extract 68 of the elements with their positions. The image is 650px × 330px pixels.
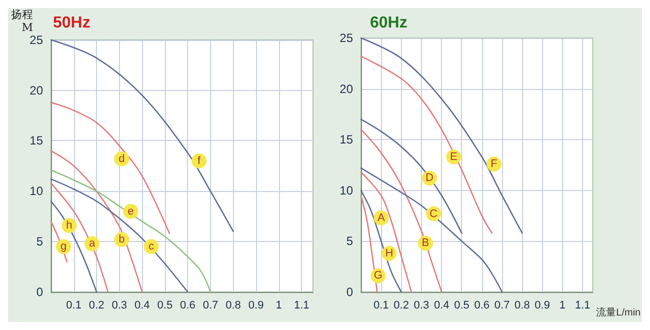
line-series <box>360 128 442 293</box>
annotation: D <box>426 172 434 184</box>
y-tick-label: 10 <box>340 183 354 198</box>
line-series <box>50 150 143 293</box>
y-tick-label: 0 <box>36 285 44 299</box>
line-series <box>360 167 503 293</box>
x-tick-label: 1.1 <box>294 300 310 312</box>
x-tick-label: 1 <box>276 300 282 312</box>
y-tick-label: 20 <box>30 83 44 98</box>
x-tick-label: 0.4 <box>434 300 450 312</box>
annotation: A <box>377 212 386 224</box>
x-tick-label: 1.1 <box>574 300 590 312</box>
line-series <box>50 200 98 293</box>
x-tick-label: 1 <box>559 300 566 312</box>
x-tick-label: 0.8 <box>514 300 530 312</box>
x-tick-label: 0.6 <box>474 300 490 312</box>
annotation: a <box>88 238 96 250</box>
annotation: F <box>490 158 498 170</box>
annotation: g <box>60 240 67 253</box>
y-tick-label: 5 <box>36 234 44 249</box>
annotation: B <box>422 237 430 250</box>
y-tick-label: 10 <box>30 184 44 198</box>
x-tick-label: 0.4 <box>134 300 150 312</box>
y-axis-title: 扬程 M <box>11 8 33 34</box>
x-tick-label: 0.1 <box>374 300 389 312</box>
line-series <box>360 190 402 293</box>
x-tick-label: 0.2 <box>88 300 104 312</box>
x-tick-label: 0.3 <box>112 300 127 312</box>
line-series <box>50 169 212 293</box>
annotation: b <box>118 234 125 246</box>
x-tick-label: 0.8 <box>226 300 241 312</box>
line-series <box>360 118 462 234</box>
y-tick-label: 15 <box>30 134 44 148</box>
y-tick-label: 0 <box>346 285 354 299</box>
annotation: C <box>430 208 438 220</box>
x-tick-label: 0.2 <box>394 300 409 312</box>
line-series <box>50 102 170 234</box>
x-tick-label: 0.9 <box>534 300 550 312</box>
line-series <box>360 37 523 234</box>
x-tick-label: 0.7 <box>202 300 218 312</box>
x-tick-label: 0.9 <box>248 300 264 312</box>
y-tick-label: 25 <box>340 31 354 45</box>
chart-title: 50Hz <box>53 14 90 32</box>
x-tick-label: 0.7 <box>494 300 510 312</box>
annotation: e <box>128 205 134 218</box>
line-series <box>50 39 234 232</box>
chart-title: 60Hz <box>370 14 408 32</box>
annotation: c <box>148 240 154 253</box>
x-tick-label: 0.5 <box>157 300 173 312</box>
annotation: f <box>198 154 202 167</box>
y-tick-label: 20 <box>340 82 354 96</box>
x-axis-title: 流量L/min <box>596 306 641 318</box>
annotation: h <box>66 219 72 232</box>
line-series <box>360 56 493 234</box>
x-tick-label: 0.1 <box>66 300 82 312</box>
x-tick-label: 0.3 <box>414 300 430 312</box>
annotation: G <box>374 270 382 282</box>
line-series <box>50 178 188 293</box>
annotation: H <box>385 247 394 260</box>
y-tick-label: 25 <box>30 32 44 47</box>
y-tick-label: 5 <box>346 234 354 248</box>
annotation: d <box>118 152 125 165</box>
annotation: E <box>450 150 458 163</box>
line-series <box>50 182 109 293</box>
x-tick-label: 0.5 <box>454 300 470 312</box>
y-tick-label: 15 <box>340 132 354 147</box>
x-tick-label: 0.6 <box>180 300 196 312</box>
line-series <box>360 171 412 293</box>
